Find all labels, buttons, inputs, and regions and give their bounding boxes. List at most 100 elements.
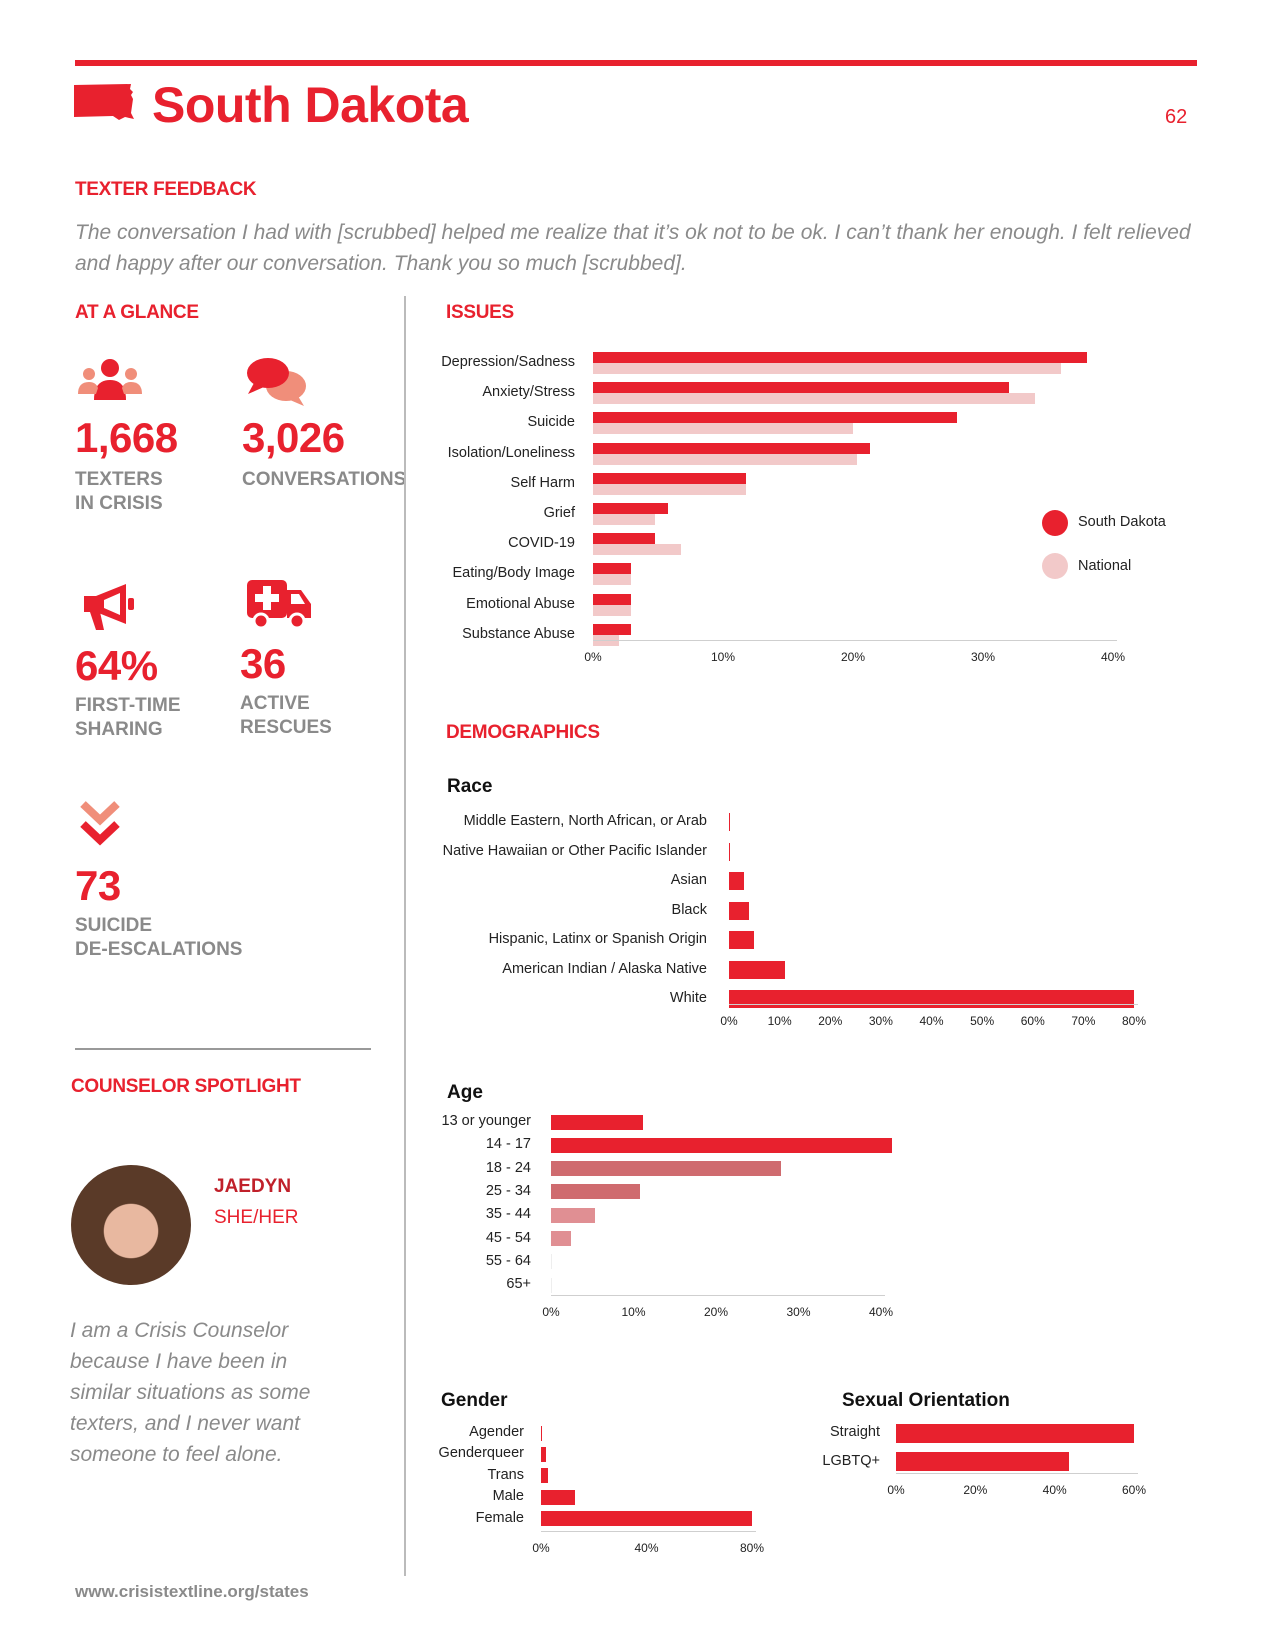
- category-label: American Indian / Alaska Native: [502, 960, 707, 977]
- category-label: Self Harm: [510, 474, 575, 491]
- category-label: 65+: [506, 1276, 531, 1293]
- bar: [896, 1452, 1069, 1471]
- bar-south-dakota: [593, 382, 1009, 394]
- stat-rescues-value: 36: [240, 640, 286, 687]
- glance-heading: AT A GLANCE: [75, 302, 199, 323]
- x-tick-label: 20%: [963, 1483, 988, 1497]
- category-label: Female: [475, 1509, 524, 1526]
- bar: [551, 1207, 595, 1223]
- bar: [551, 1137, 893, 1153]
- category-label: 18 - 24: [485, 1159, 531, 1176]
- stat-first-time-value: 64%: [75, 642, 158, 689]
- bar: [541, 1511, 752, 1527]
- race-chart-title: Race: [447, 776, 493, 797]
- bar-national: [593, 363, 1061, 374]
- stat-texters-label: TEXTERS IN CRISIS: [75, 468, 163, 516]
- bar-south-dakota: [593, 412, 957, 424]
- stat-label-line: ACTIVE: [240, 693, 310, 714]
- bar-national: [593, 453, 857, 465]
- bar-south-dakota: [593, 503, 669, 514]
- legend-label-south-dakota: South Dakota: [1078, 514, 1166, 530]
- bar: [551, 1184, 640, 1200]
- x-tick-label: 40%: [919, 1014, 944, 1028]
- stat-label-line: RESCUES: [240, 717, 332, 738]
- column-divider: [404, 296, 406, 1576]
- category-label: Depression/Sadness: [441, 354, 575, 370]
- x-tick-label: 0%: [584, 650, 602, 664]
- x-tick-label: 80%: [1121, 1014, 1147, 1028]
- counselor-photo: [71, 1165, 191, 1285]
- category-label: 55 - 64: [485, 1252, 531, 1269]
- section-divider: [75, 1048, 371, 1050]
- legend-swatch-south-dakota: [1042, 510, 1068, 536]
- stat-label-line: SHARING: [75, 719, 163, 740]
- category-label: Black: [671, 901, 707, 918]
- bar: [729, 813, 730, 831]
- bar-south-dakota: [593, 623, 631, 635]
- x-axis-line: [551, 1295, 885, 1296]
- bar-national: [593, 514, 656, 525]
- x-tick-label: 30%: [786, 1305, 811, 1319]
- category-label: Male: [492, 1488, 524, 1505]
- bar: [541, 1489, 576, 1505]
- bar: [729, 960, 785, 979]
- category-label: Asian: [670, 872, 707, 888]
- x-tick-label: 40%: [1042, 1483, 1067, 1497]
- issues-heading: ISSUES: [446, 302, 514, 323]
- bar: [729, 990, 1134, 1008]
- stat-first-time-label: FIRST-TIME SHARING: [75, 694, 181, 742]
- bar-national: [593, 393, 1035, 405]
- category-label: Emotional Abuse: [466, 595, 575, 612]
- bar: [729, 842, 730, 861]
- header-rule: [75, 60, 1197, 66]
- bar: [541, 1468, 548, 1484]
- bar-south-dakota: [593, 442, 870, 454]
- footer-url[interactable]: www.crisistextline.org/states: [75, 1582, 309, 1601]
- category-label: Middle Eastern, North African, or Arab: [463, 813, 707, 829]
- bar-national: [593, 544, 682, 556]
- category-label: 45 - 54: [485, 1229, 531, 1246]
- x-tick-label: 0%: [532, 1541, 550, 1555]
- spotlight-heading: COUNSELOR SPOTLIGHT: [71, 1076, 301, 1097]
- x-tick-label: 20%: [703, 1305, 729, 1319]
- x-tick-label: 70%: [1071, 1014, 1096, 1028]
- category-label: COVID-19: [508, 535, 575, 552]
- x-tick-label: 40%: [1100, 650, 1126, 664]
- stat-conversations-label: CONVERSATIONS: [242, 469, 407, 490]
- category-label: 13 or younger: [441, 1113, 531, 1129]
- x-tick-label: 40%: [634, 1541, 659, 1555]
- bar: [729, 901, 750, 920]
- bar: [551, 1231, 571, 1246]
- page-title: South Dakota: [152, 77, 469, 133]
- category-label: Hispanic, Latinx or Spanish Origin: [488, 931, 707, 947]
- x-tick-label: 10%: [767, 1014, 792, 1028]
- bar: [551, 1277, 552, 1293]
- x-tick-label: 0%: [720, 1014, 738, 1028]
- x-tick-label: 60%: [1121, 1483, 1147, 1497]
- bar: [541, 1446, 547, 1462]
- bar-south-dakota: [593, 472, 747, 484]
- bar-national: [593, 604, 631, 616]
- bar-national: [593, 574, 631, 586]
- x-tick-label: 30%: [970, 650, 996, 664]
- x-tick-label: 60%: [1020, 1014, 1045, 1028]
- bar: [551, 1161, 782, 1177]
- gender-chart-title: Gender: [441, 1390, 508, 1411]
- legend-swatch-national: [1042, 553, 1068, 579]
- x-tick-label: 20%: [818, 1014, 843, 1028]
- x-tick-label: 30%: [868, 1014, 893, 1028]
- stat-rescues-label: ACTIVE RESCUES: [240, 692, 332, 740]
- double-chevron-down-icon: [80, 801, 120, 846]
- category-label: Genderqueer: [438, 1445, 524, 1462]
- x-tick-label: 0%: [542, 1305, 560, 1319]
- feedback-heading: TEXTER FEEDBACK: [75, 179, 257, 200]
- category-label: White: [669, 990, 707, 1006]
- feedback-quote: The conversation I had with [scrubbed] h…: [75, 221, 1191, 275]
- age-chart-title: Age: [447, 1082, 483, 1103]
- x-tick-label: 40%: [868, 1305, 894, 1319]
- x-tick-label: 10%: [710, 650, 736, 664]
- counselor-pronouns: SHE/HER: [214, 1207, 299, 1228]
- x-axis-line: [729, 1004, 1138, 1005]
- stat-label-line: DE-ESCALATIONS: [75, 939, 243, 960]
- category-label: Native Hawaiian or Other Pacific Islande…: [442, 842, 707, 859]
